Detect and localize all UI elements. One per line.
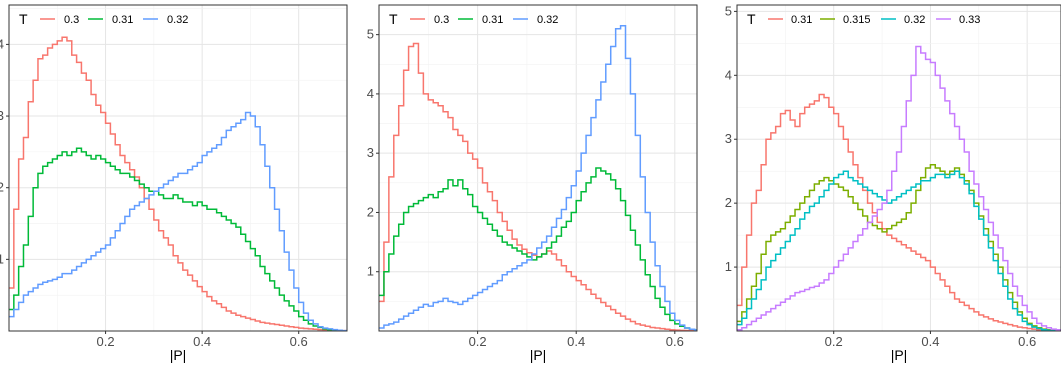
x-tick-label: 0.6	[666, 334, 684, 349]
x-tick-label: 0.2	[97, 334, 115, 349]
y-tick-label: 2	[0, 180, 4, 195]
y-tick-label: 3	[367, 145, 374, 160]
x-axis-title: |P|	[891, 347, 908, 363]
series-group	[379, 24, 697, 331]
legend-label-0.315: 0.315	[843, 14, 871, 26]
plot-background	[9, 5, 347, 331]
series-line-0.32	[379, 24, 697, 331]
y-tick-label: 1	[0, 251, 4, 266]
legend-label-0.31: 0.31	[791, 14, 812, 26]
legend-title: T	[19, 11, 28, 27]
legend: T 0.3 0.31 0.32	[19, 11, 188, 27]
x-axis-title: |P|	[170, 347, 187, 363]
x-tick-label: 0.2	[469, 334, 487, 349]
y-tick-label: 4	[0, 36, 4, 51]
y-tick-label: 1	[725, 259, 732, 274]
series-line-0.33	[737, 45, 1061, 331]
series-group	[737, 45, 1061, 331]
legend-title: T	[389, 11, 398, 27]
legend-label-0.31: 0.31	[482, 14, 503, 26]
legend-label-0.32: 0.32	[904, 14, 925, 26]
y-tick-label: 4	[725, 67, 732, 82]
panel-border	[8, 4, 348, 332]
panel-border	[378, 4, 698, 332]
x-tick-label: 0.4	[921, 334, 939, 349]
legend-label-0.3: 0.3	[64, 14, 79, 26]
chart-panel-3: 1 2 3 4 5 0.2 0.4 0.6 |P| T 0.31 0.315 0.32 0.33	[725, 3, 1061, 363]
legend-label-0.32: 0.32	[167, 14, 188, 26]
x-tick-label: 0.4	[193, 334, 211, 349]
chart-panel-2: 1 2 3 4 5 0.2 0.4 0.6 |P| T 0.3 0.31 0.32	[367, 4, 698, 363]
legend-title: T	[747, 11, 756, 27]
y-tick-label: 3	[725, 131, 732, 146]
series-line-0.32	[737, 170, 1061, 331]
plot-background	[737, 5, 1061, 331]
plot-background	[379, 5, 697, 331]
y-tick-label: 2	[367, 204, 374, 219]
legend-label-0.32: 0.32	[537, 14, 558, 26]
series-line-0.31	[737, 93, 1061, 331]
series-line-0.3	[9, 36, 347, 331]
legend: T 0.3 0.31 0.32	[389, 11, 558, 27]
x-tick-label: 0.2	[825, 334, 843, 349]
panel-border	[736, 4, 1061, 332]
legend: T 0.31 0.315 0.32 0.33	[747, 11, 980, 27]
chart-panel-1: 1 2 3 4 0.2 0.4 0.6 |P| T 0.3 0.31 0.32	[0, 4, 348, 363]
x-axis-title: |P|	[530, 347, 547, 363]
x-tick-label: 0.6	[1018, 334, 1036, 349]
y-tick-label: 1	[367, 264, 374, 279]
x-tick-label: 0.4	[567, 334, 585, 349]
series-line-0.31	[9, 147, 347, 331]
series-group	[9, 36, 347, 331]
series-line-0.315	[737, 164, 1061, 331]
y-tick-label: 3	[0, 108, 4, 123]
y-tick-label: 4	[367, 86, 374, 101]
y-tick-label: 5	[367, 27, 374, 42]
legend-label-0.31: 0.31	[112, 14, 133, 26]
legend-label-0.3: 0.3	[434, 14, 449, 26]
y-tick-label: 2	[725, 195, 732, 210]
series-line-0.32	[9, 111, 347, 331]
x-tick-label: 0.6	[290, 334, 308, 349]
legend-label-0.33: 0.33	[959, 14, 980, 26]
series-line-0.31	[379, 167, 697, 331]
y-tick-label: 5	[725, 3, 732, 18]
